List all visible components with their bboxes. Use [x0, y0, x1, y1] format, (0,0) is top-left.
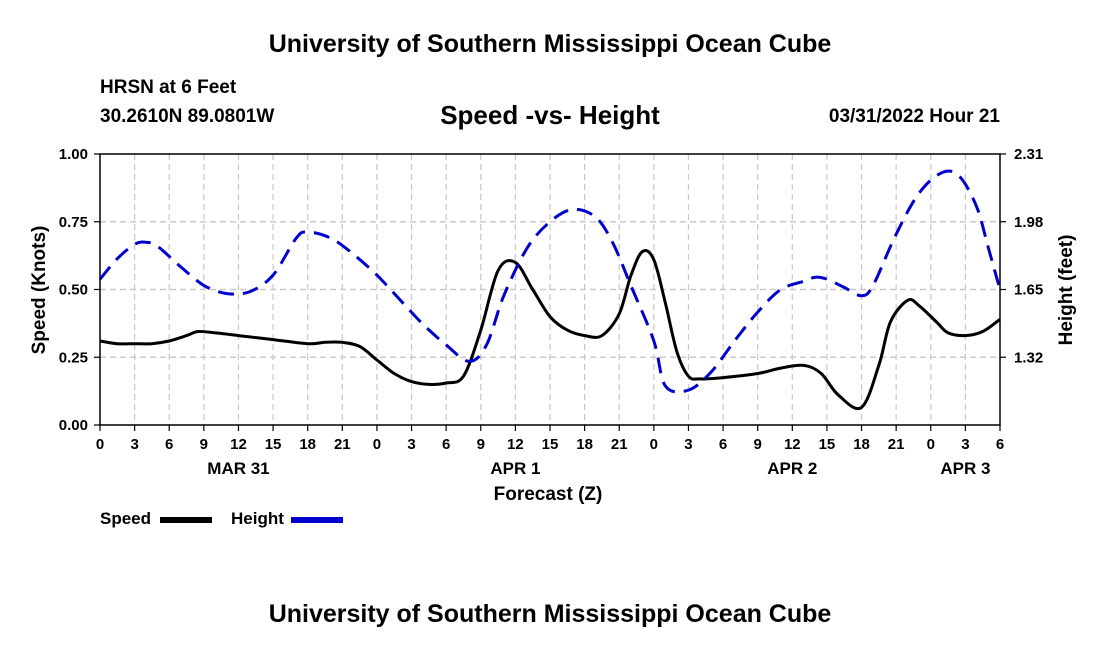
x-tick-label: 21 [888, 436, 905, 453]
y-left-tick-label: 0.00 [59, 417, 88, 434]
x-tick-label: 6 [719, 436, 727, 453]
date-label: APR 1 [490, 459, 540, 478]
x-axis-label: Forecast (Z) [494, 484, 603, 505]
y-axis-left-label: Speed (Knots) [29, 226, 50, 355]
x-tick-label: 6 [996, 436, 1004, 453]
x-tick-label: 9 [477, 436, 485, 453]
series-height-line [98, 169, 1002, 394]
y-left-tick-label: 0.50 [59, 282, 88, 299]
x-tick-label: 3 [407, 436, 415, 453]
series-speed-line [99, 248, 1001, 411]
date-label: APR 3 [940, 459, 990, 478]
y-right-tick-label: 1.98 [1014, 214, 1043, 231]
x-tick-label: 15 [542, 436, 559, 453]
footer-title: University of Southern Mississippi Ocean… [268, 600, 832, 628]
y-right-tick-label: 1.32 [1014, 349, 1043, 366]
legend-speed-swatch [160, 517, 212, 523]
x-tick-label: 12 [507, 436, 524, 453]
x-tick-label: 21 [611, 436, 628, 453]
chart-title: University of Southern Mississippi Ocean… [268, 30, 832, 58]
series [98, 169, 1002, 411]
x-tick-label: 3 [130, 436, 138, 453]
station-coordinates: 30.2610N 89.0801W [100, 106, 275, 127]
legend-height-label: Height [231, 509, 284, 528]
y-right-tick-label: 2.31 [1014, 146, 1043, 163]
x-tick-label: 0 [373, 436, 381, 453]
x-tick-label: 0 [650, 436, 658, 453]
date-label: MAR 31 [207, 459, 269, 478]
station-name: HRSN at 6 Feet [100, 77, 237, 98]
x-tick-label: 15 [819, 436, 836, 453]
x-tick-label: 12 [230, 436, 247, 453]
y-right-tick-label: 1.65 [1014, 282, 1043, 299]
x-tick-label: 0 [96, 436, 104, 453]
x-tick-label: 3 [961, 436, 969, 453]
x-tick-label: 18 [299, 436, 316, 453]
y-axis-right-label: Height (feet) [1056, 235, 1077, 346]
y-left-tick-label: 0.75 [59, 214, 88, 231]
x-tick-label: 9 [754, 436, 762, 453]
axes: 0 3 6 9 12 15 18 21 0 3 6 9 12 15 18 21 0 3 6 9 12 15 18 21 0 3 6 M… [59, 146, 1043, 478]
legend-height-swatch [291, 517, 343, 523]
x-tick-label: 18 [853, 436, 870, 453]
x-tick-label: 9 [200, 436, 208, 453]
x-tick-label: 6 [442, 436, 450, 453]
x-tick-label: 0 [927, 436, 935, 453]
y-left-tick-label: 1.00 [59, 146, 88, 163]
x-tick-label: 18 [576, 436, 593, 453]
x-tick-label: 6 [165, 436, 173, 453]
x-tick-label: 21 [334, 436, 351, 453]
x-tick-label: 15 [265, 436, 282, 453]
forecast-datetime: 03/31/2022 Hour 21 [828, 106, 1000, 127]
date-label: APR 2 [767, 459, 817, 478]
legend-speed-label: Speed [100, 509, 152, 528]
grid [100, 154, 1000, 425]
y-left-tick-label: 0.25 [59, 349, 88, 366]
chart-subtitle: Speed -vs- Height [440, 100, 660, 130]
x-tick-label: 12 [784, 436, 801, 453]
x-tick-label: 3 [684, 436, 692, 453]
